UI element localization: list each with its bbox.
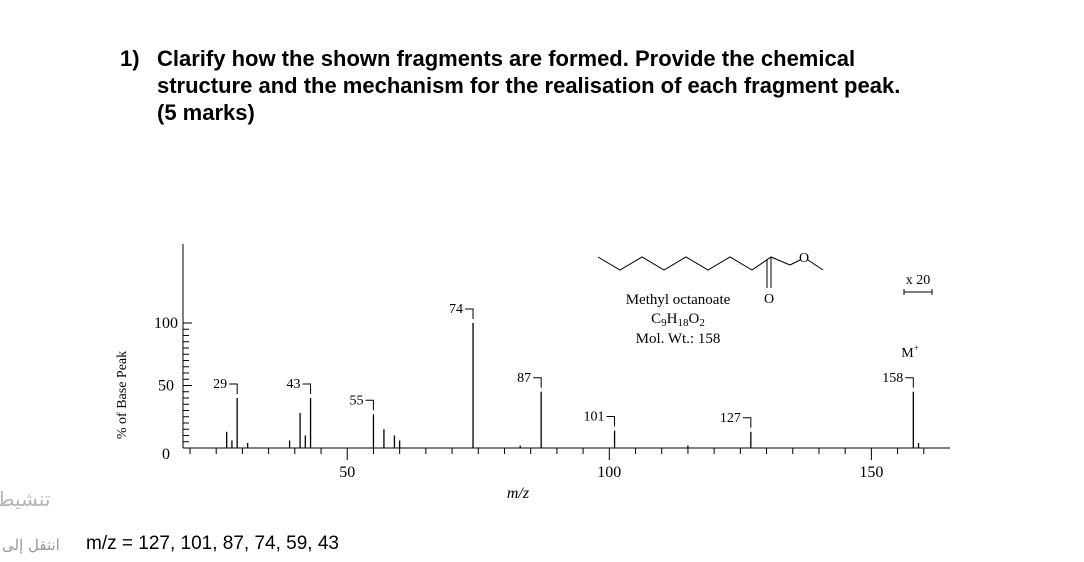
peak-label: 55 bbox=[349, 393, 363, 408]
y-axis-title: % of Base Peak bbox=[115, 351, 130, 439]
peak-label: 74 bbox=[449, 302, 463, 317]
peak-label-bracket bbox=[302, 383, 312, 394]
compound-formula: C9H18O2 bbox=[651, 311, 705, 329]
peak-label: 87 bbox=[517, 371, 531, 386]
peak-label-bracket bbox=[905, 377, 914, 388]
y-tick-label: 0 bbox=[162, 446, 170, 463]
peak-label: 127 bbox=[720, 411, 741, 426]
methyl-octanoate-structure bbox=[597, 256, 824, 288]
question-number: 1) bbox=[120, 46, 140, 71]
scale-bracket bbox=[903, 289, 933, 295]
compound-mol-wt: Mol. Wt.: 158 bbox=[636, 331, 721, 347]
question-line-2: structure and the mechanism for the real… bbox=[157, 73, 901, 98]
peak-label-bracket bbox=[606, 416, 616, 427]
molecular-ion-label: M+ bbox=[901, 343, 919, 361]
peak-label: 43 bbox=[287, 377, 301, 392]
ester-oxygen-label: O bbox=[799, 251, 809, 266]
x-axis-title: m/z bbox=[507, 485, 530, 502]
question-line-1: Clarify how the shown fragments are form… bbox=[157, 46, 856, 71]
watermark-goto: انتقل إلى bbox=[2, 536, 60, 554]
carbonyl-oxygen-label: O bbox=[764, 292, 774, 307]
peak-label-bracket bbox=[465, 308, 474, 319]
x-axis: 50 100 150 bbox=[186, 447, 950, 481]
peak-label-bracket bbox=[533, 377, 542, 388]
mz-fragment-list: m/z = 127, 101, 87, 74, 59, 43 bbox=[86, 533, 339, 554]
x-tick-label: 100 bbox=[597, 464, 621, 481]
peak-labels: 29 43 55 74 87 101 127 158 bbox=[213, 302, 914, 428]
peak-label-bracket bbox=[365, 399, 374, 411]
compound-name: Methyl octanoate bbox=[626, 292, 731, 308]
y-tick-label: 100 bbox=[154, 315, 178, 332]
peak-label-bracket bbox=[742, 417, 752, 428]
y-axis: 0 50 100 bbox=[154, 244, 192, 463]
peak-label: 29 bbox=[213, 377, 227, 392]
watermark-activate: تنشيط bbox=[0, 487, 51, 511]
y-tick-label: 50 bbox=[158, 378, 174, 395]
peak-label: 101 bbox=[584, 410, 605, 425]
x-tick-label: 150 bbox=[859, 464, 883, 481]
peak-label-bracket bbox=[229, 383, 238, 394]
x-tick-label: 50 bbox=[339, 464, 355, 481]
peaks bbox=[226, 323, 920, 448]
question-text: 1) Clarify how the shown fragments are fo… bbox=[120, 45, 900, 126]
peak-label: 158 bbox=[882, 371, 903, 386]
question-line-3: (5 marks) bbox=[157, 100, 255, 125]
scale-note: x 20 bbox=[906, 273, 931, 288]
